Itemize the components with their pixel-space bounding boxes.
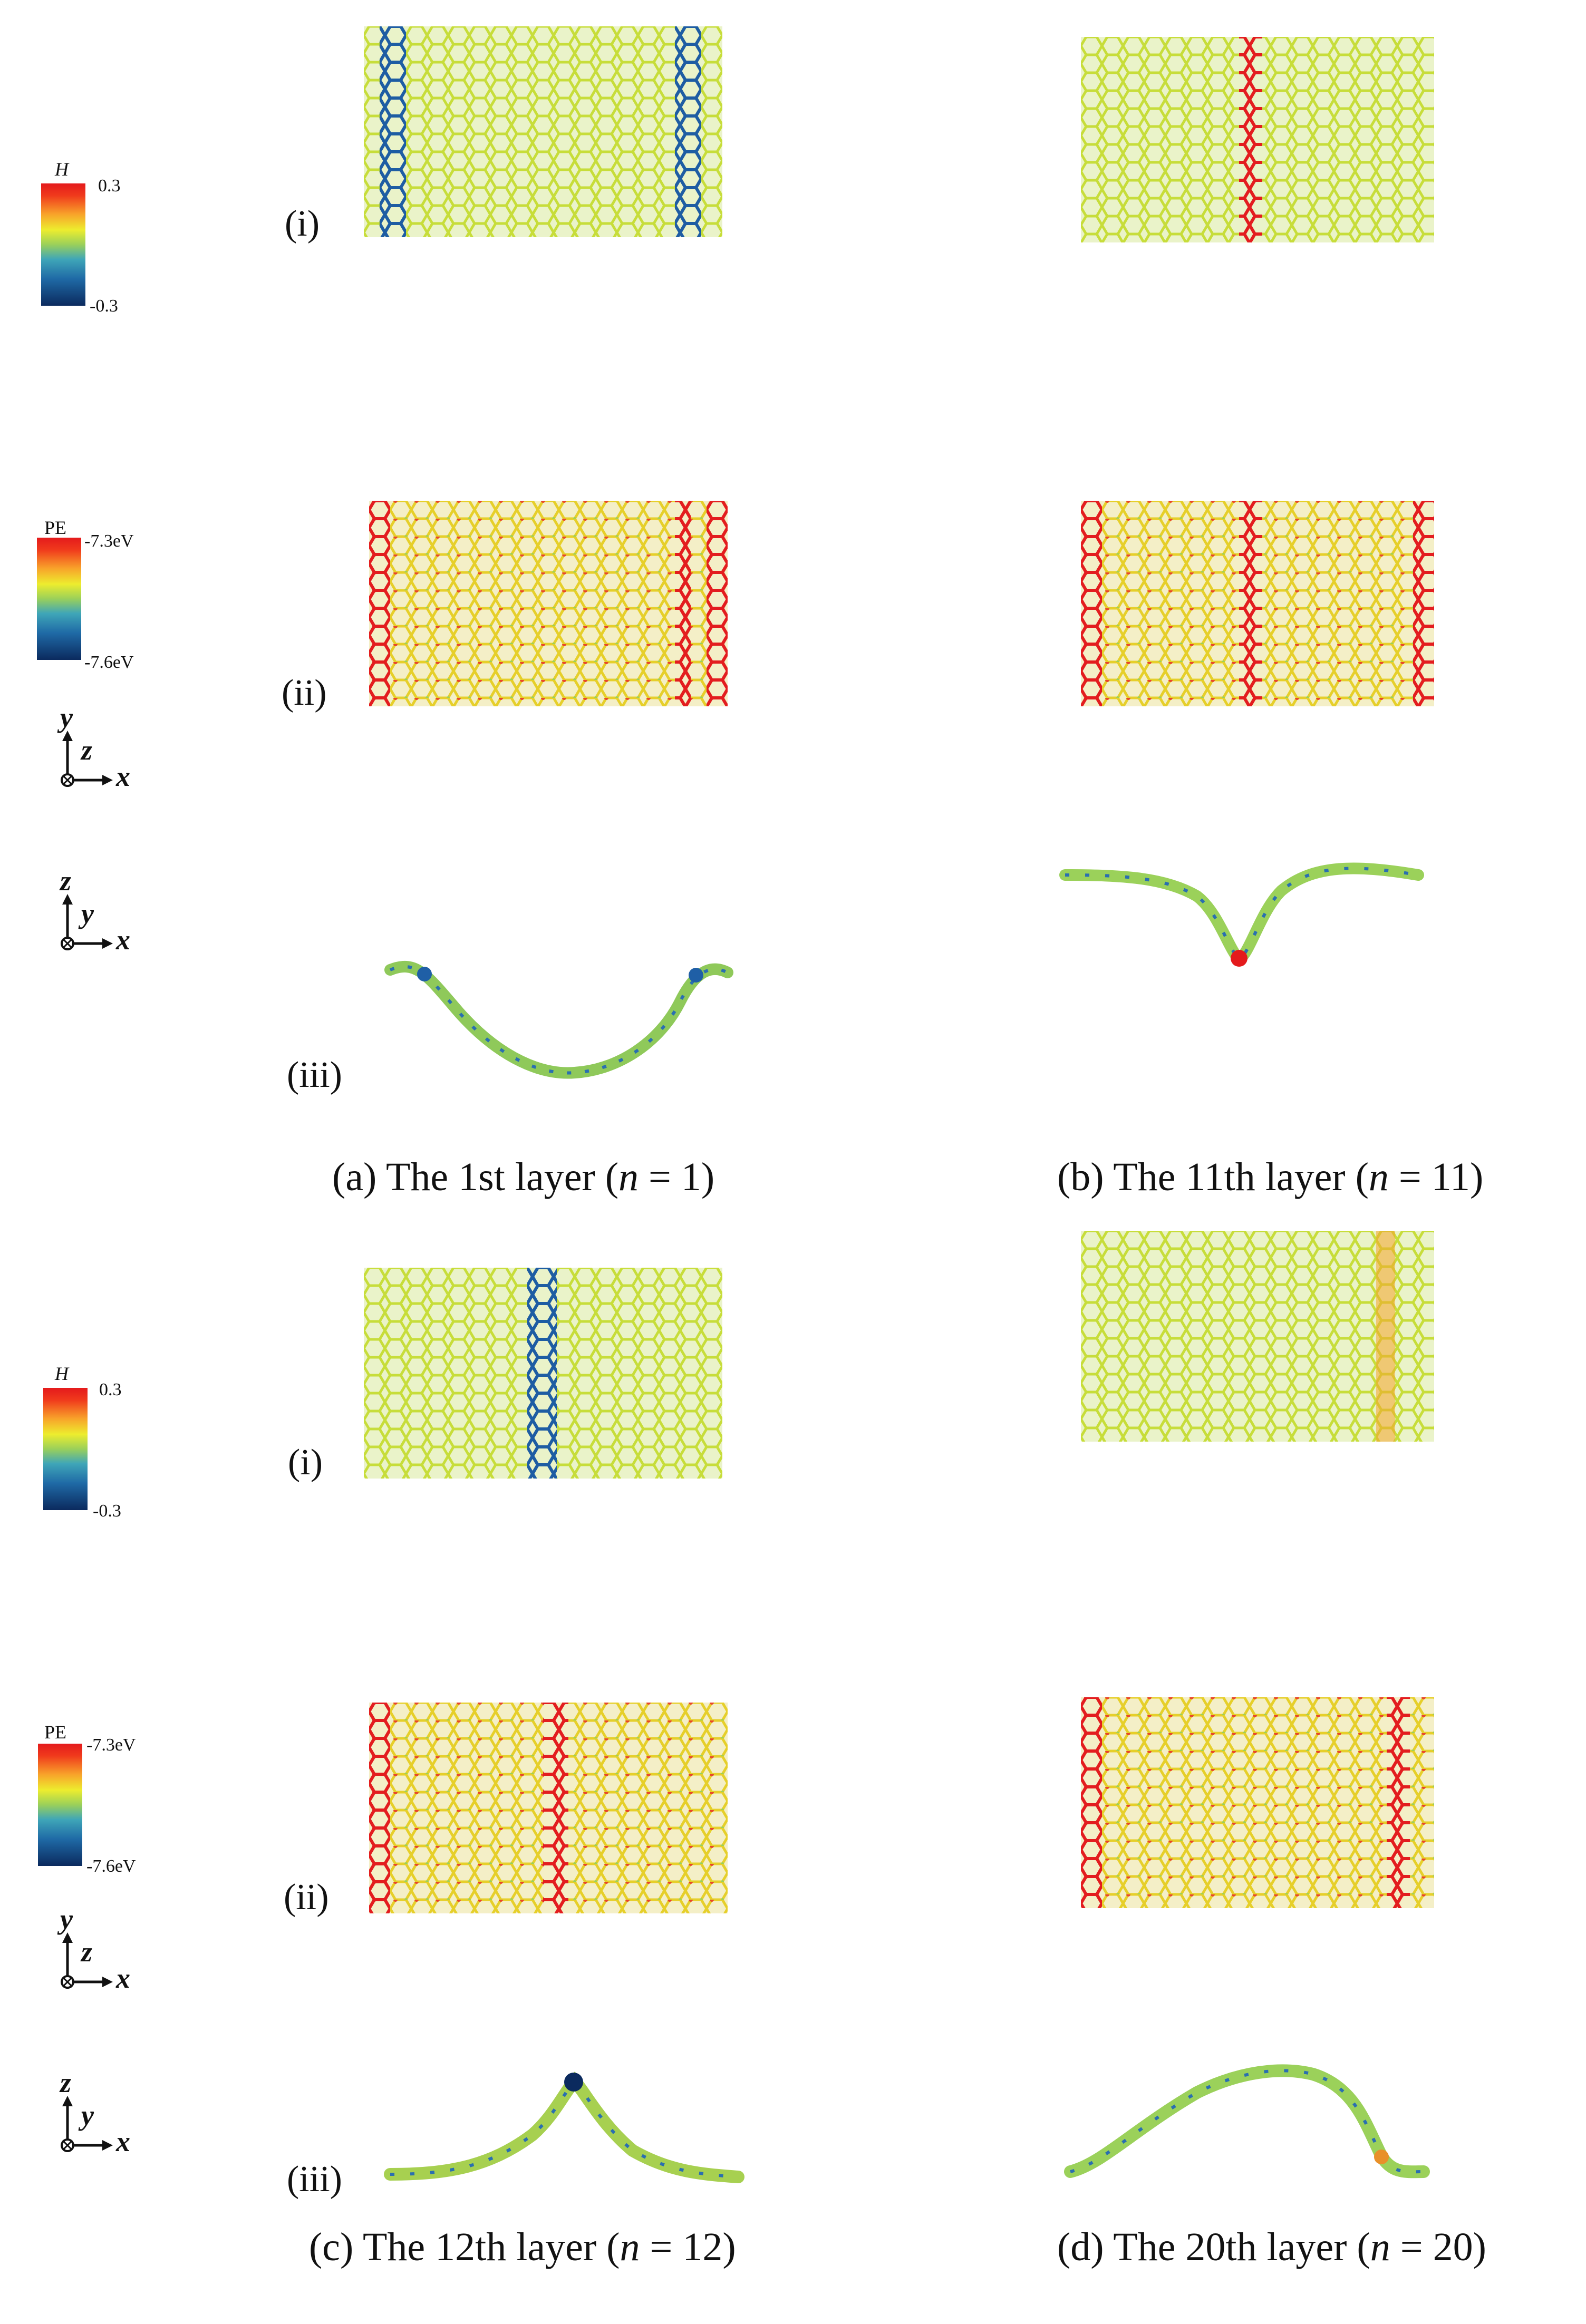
- axis-z-label: z: [81, 734, 93, 766]
- axis-x-label: x: [116, 2126, 130, 2157]
- caption-a-var: n: [618, 1155, 639, 1199]
- caption-d-tail: = 20): [1390, 2225, 1486, 2269]
- colorbar-h-max: 0.3: [99, 1380, 122, 1399]
- colorbar-h-title: H: [55, 159, 69, 180]
- panel-a-h-topview: [364, 26, 722, 237]
- caption-d: (d) The 20th layer (n = 20): [1057, 2227, 1486, 2267]
- axis-x-label: x: [116, 761, 130, 792]
- caption-b: (b) The 11th layer (n = 11): [1057, 1157, 1483, 1197]
- axis-x-label: x: [116, 924, 130, 956]
- colorbar-h-min: -0.3: [93, 1501, 121, 1521]
- colorbar-pe-title: PE: [44, 517, 67, 538]
- panel-d-h-topview: [1081, 1231, 1434, 1442]
- row-label-iii: (iii): [287, 2159, 342, 2200]
- axes-xy-indicator: y z x: [53, 1903, 158, 1998]
- axis-y-label: y: [81, 898, 94, 929]
- colorbar-pe-title: PE: [44, 1722, 67, 1743]
- caption-d-label: (d): [1057, 2225, 1104, 2269]
- panel-d-pe-topview: [1081, 1697, 1434, 1908]
- caption-d-text: The 20th layer (: [1113, 2225, 1370, 2269]
- panel-a-pe-topview: [369, 501, 728, 706]
- axis-x-label: x: [116, 1962, 130, 1994]
- caption-b-tail: = 11): [1388, 1155, 1484, 1199]
- row-label-ii: (ii): [284, 1877, 329, 1918]
- caption-b-text: The 11th layer (: [1113, 1155, 1369, 1199]
- colorbar-h-min: -0.3: [90, 296, 118, 316]
- panel-c-h-topview: [364, 1268, 722, 1479]
- axis-y-label: y: [60, 702, 73, 733]
- caption-c-tail: = 12): [640, 2225, 736, 2269]
- row-label-i: (i): [288, 1442, 323, 1483]
- colorbar-h: [43, 1388, 88, 1510]
- colorbar-pe: [38, 1744, 82, 1866]
- panel-b-h-topview: [1081, 37, 1434, 242]
- colorbar-pe: [37, 538, 81, 660]
- axes-xy-indicator: y z x: [53, 701, 158, 796]
- panel-a-side-profile: [384, 960, 733, 1079]
- caption-c: (c) The 12th layer (n = 12): [309, 2227, 736, 2267]
- colorbar-h: [41, 183, 85, 306]
- caption-b-var: n: [1368, 1155, 1389, 1199]
- colorbar-h-title: H: [55, 1363, 69, 1384]
- caption-c-var: n: [620, 2225, 640, 2269]
- axis-z-label: z: [60, 2067, 72, 2098]
- axes-xz-indicator: z y x: [53, 864, 158, 959]
- caption-d-var: n: [1370, 2225, 1390, 2269]
- caption-a-label: (a): [332, 1155, 377, 1199]
- caption-a: (a) The 1st layer (n = 1): [332, 1157, 714, 1197]
- caption-a-tail: = 1): [639, 1155, 715, 1199]
- axis-z-label: z: [60, 865, 72, 897]
- axes-xz-indicator: z y x: [53, 2066, 158, 2161]
- colorbar-pe-max: -7.3eV: [86, 1735, 136, 1755]
- panel-c-pe-topview: [369, 1703, 728, 1913]
- colorbar-h-max: 0.3: [98, 176, 121, 196]
- caption-a-text: The 1st layer (: [386, 1155, 619, 1199]
- row-label-ii: (ii): [282, 673, 327, 713]
- colorbar-pe-min: -7.6eV: [86, 1856, 136, 1876]
- caption-c-text: The 12th layer (: [363, 2225, 620, 2269]
- axis-y-label: y: [60, 1903, 73, 1935]
- colorbar-pe-max: -7.3eV: [84, 531, 134, 551]
- panel-c-side-profile: [384, 2072, 744, 2183]
- row-label-iii: (iii): [287, 1055, 342, 1095]
- axis-z-label: z: [81, 1936, 93, 1968]
- axis-y-label: y: [81, 2099, 94, 2131]
- panel-b-pe-topview: [1081, 501, 1434, 706]
- panel-d-side-profile: [1064, 2064, 1430, 2179]
- colorbar-pe-min: -7.6eV: [84, 653, 134, 672]
- caption-c-label: (c): [309, 2225, 354, 2269]
- panel-b-side-profile: [1059, 862, 1424, 967]
- caption-b-label: (b): [1057, 1155, 1104, 1199]
- row-label-i: (i): [285, 203, 320, 244]
